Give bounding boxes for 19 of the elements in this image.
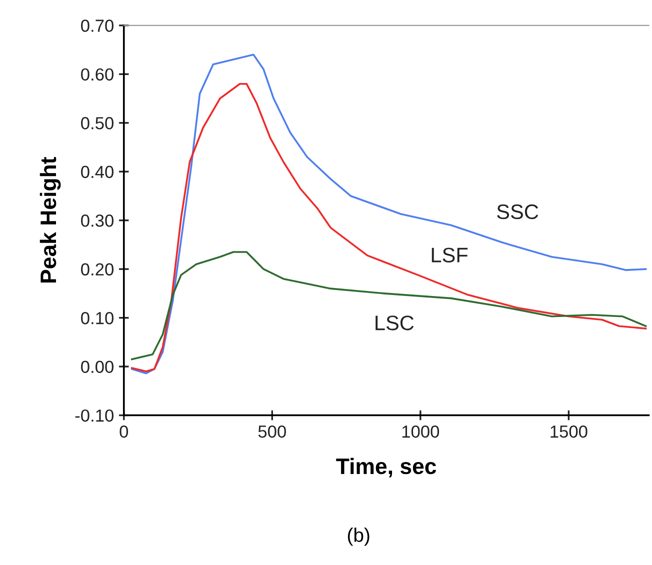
x-axis-title: Time, sec [336, 458, 436, 478]
y-axis-title: Peak Height [40, 157, 61, 282]
x-tick-label: 1000 [402, 425, 440, 438]
text: (b) [348, 528, 370, 546]
y-tick-label: 0.10 [81, 312, 114, 324]
y-tick-label: 0.20 [81, 263, 114, 276]
series-label: LSF [432, 248, 468, 262]
y-tick-label: 0.60 [81, 68, 114, 81]
y-tick-label: 0.50 [81, 117, 114, 130]
y-tick-label: 0.00 [81, 360, 114, 374]
y-tick-label: 0.70 [81, 20, 114, 32]
y-tick-label: 0.40 [81, 166, 114, 178]
y-tick-label: -0.10 [75, 409, 114, 422]
series-label: SSC [497, 204, 538, 220]
series-label: LSC [376, 316, 414, 330]
x-tick-label: 1500 [550, 425, 588, 438]
x-tick-label: 0 [120, 425, 128, 438]
y-tick-label: 0.30 [81, 214, 114, 227]
x-tick-label: 500 [258, 425, 286, 438]
